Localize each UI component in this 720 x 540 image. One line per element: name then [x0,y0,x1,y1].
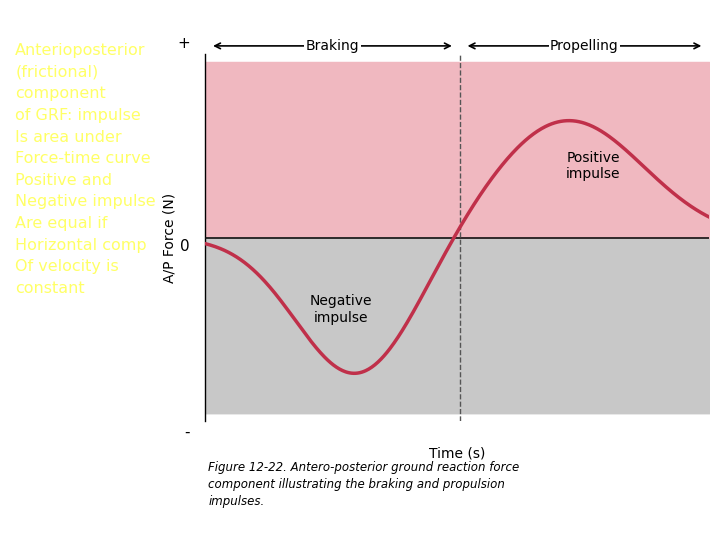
Text: Propelling: Propelling [550,39,618,53]
Text: A/P Force (N): A/P Force (N) [163,193,177,282]
Text: Time (s): Time (s) [429,447,485,461]
Text: +: + [177,36,190,51]
Text: -: - [184,424,190,440]
Text: Figure 12-22. Antero-posterior ground reaction force
component illustrating the : Figure 12-22. Antero-posterior ground re… [208,461,520,508]
Text: Negative
impulse: Negative impulse [310,294,372,325]
Text: Positive
impulse: Positive impulse [566,151,621,181]
Text: 0: 0 [181,239,190,254]
Text: Braking: Braking [306,39,359,53]
Text: Anterioposterior
(frictional)
component
of GRF: impulse
Is area under
Force-time: Anterioposterior (frictional) component … [15,43,156,296]
